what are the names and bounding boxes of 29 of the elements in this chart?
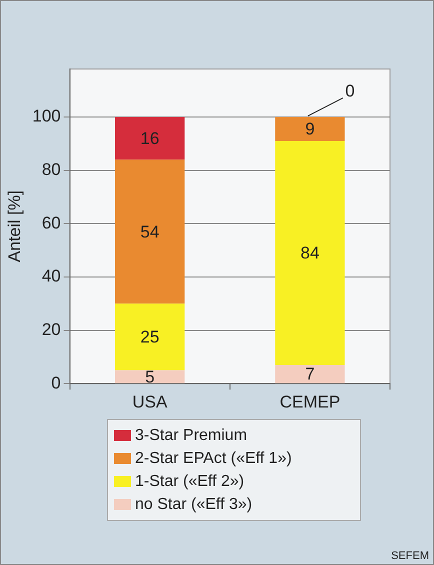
x-tick-label: CEMEP — [280, 392, 340, 412]
data-label: 84 — [300, 244, 320, 263]
data-label: 7 — [305, 364, 315, 384]
y-axis-title: Anteil [%] — [4, 190, 24, 262]
legend-label: no Star («Eff 3») — [135, 495, 252, 515]
bar — [275, 140, 345, 365]
legend-label: 2-Star EPAct («Eff 1») — [135, 449, 292, 469]
y-tick-label: 0 — [51, 373, 61, 392]
y-tick-label: 80 — [42, 160, 61, 179]
legend-label: 1-Star («Eff 2») — [135, 472, 244, 492]
legend-label: 3-Star Premium — [135, 426, 248, 446]
y-tick-label: 100 — [32, 106, 61, 126]
y-tick-label: 40 — [42, 266, 61, 286]
data-label: 16 — [140, 129, 160, 148]
x-tick-label: USA — [132, 392, 168, 412]
bar — [114, 304, 185, 370]
data-label: 54 — [140, 222, 160, 242]
bar — [114, 370, 185, 384]
bar — [275, 364, 345, 384]
bar — [114, 116, 185, 160]
data-label: 5 — [145, 367, 155, 386]
text: SEFEM — [391, 550, 429, 562]
data-label: 9 — [305, 120, 315, 139]
y-tick-label: 20 — [42, 320, 61, 339]
y-tick-label: 60 — [42, 213, 61, 232]
bar — [275, 116, 345, 141]
data-label: 25 — [140, 328, 160, 347]
bar — [114, 160, 185, 304]
data-label: 0 — [345, 82, 355, 101]
